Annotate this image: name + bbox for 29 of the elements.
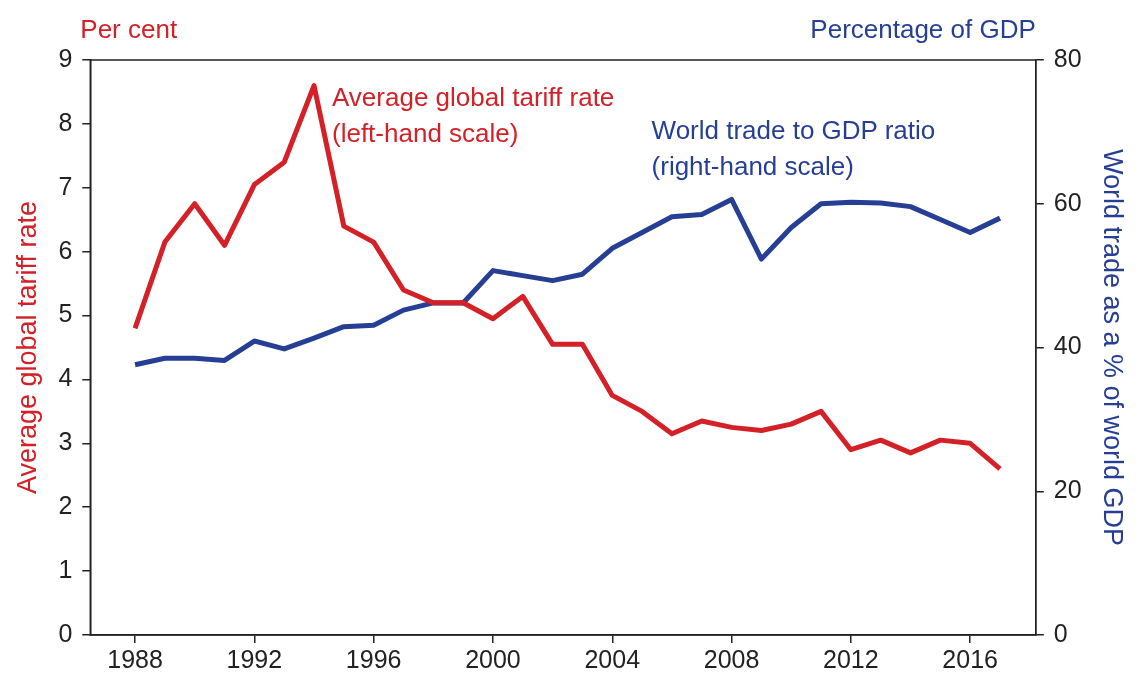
y-tick-label: 0 xyxy=(58,618,73,647)
x-tick-label: 2004 xyxy=(584,644,641,673)
x-tick-label: 2000 xyxy=(465,644,521,673)
y2-tick-label: 80 xyxy=(1053,43,1082,72)
x-tick-label: 1988 xyxy=(107,644,163,673)
series-label: World trade to GDP ratio (right-hand scale) xyxy=(651,115,936,182)
y-tick-label: 5 xyxy=(58,299,73,328)
x-tick-label: 2016 xyxy=(942,644,998,673)
y-tick-label: 9 xyxy=(58,43,73,72)
y2-axis-title: World trade as a % of world GDP xyxy=(1098,148,1129,547)
y-tick-label: 3 xyxy=(58,427,73,456)
x-tick-label: 1992 xyxy=(226,644,283,673)
y-tick-label: 6 xyxy=(58,235,73,264)
y-tick-label: 2 xyxy=(58,491,73,520)
y-tick-label: 1 xyxy=(58,555,73,583)
text: Percentage of GDP xyxy=(810,14,1036,45)
series-label: Average global tariff rate (left-hand scale) xyxy=(332,81,615,148)
y-tick-label: 4 xyxy=(58,363,73,392)
y2-tick-label: 0 xyxy=(1053,618,1068,647)
x-tick-label: 2008 xyxy=(703,644,760,673)
y-tick-label: 7 xyxy=(58,171,73,200)
y2-tick-label: 40 xyxy=(1053,331,1082,360)
y-tick-label: 8 xyxy=(58,107,73,136)
x-tick-label: 2012 xyxy=(823,644,879,673)
x-tick-label: 1996 xyxy=(345,644,402,673)
y2-tick-label: 20 xyxy=(1053,475,1082,504)
text: Per cent xyxy=(80,14,178,45)
y2-tick-label: 60 xyxy=(1053,187,1082,216)
y-axis-title: Average global tariff rate xyxy=(11,200,42,495)
